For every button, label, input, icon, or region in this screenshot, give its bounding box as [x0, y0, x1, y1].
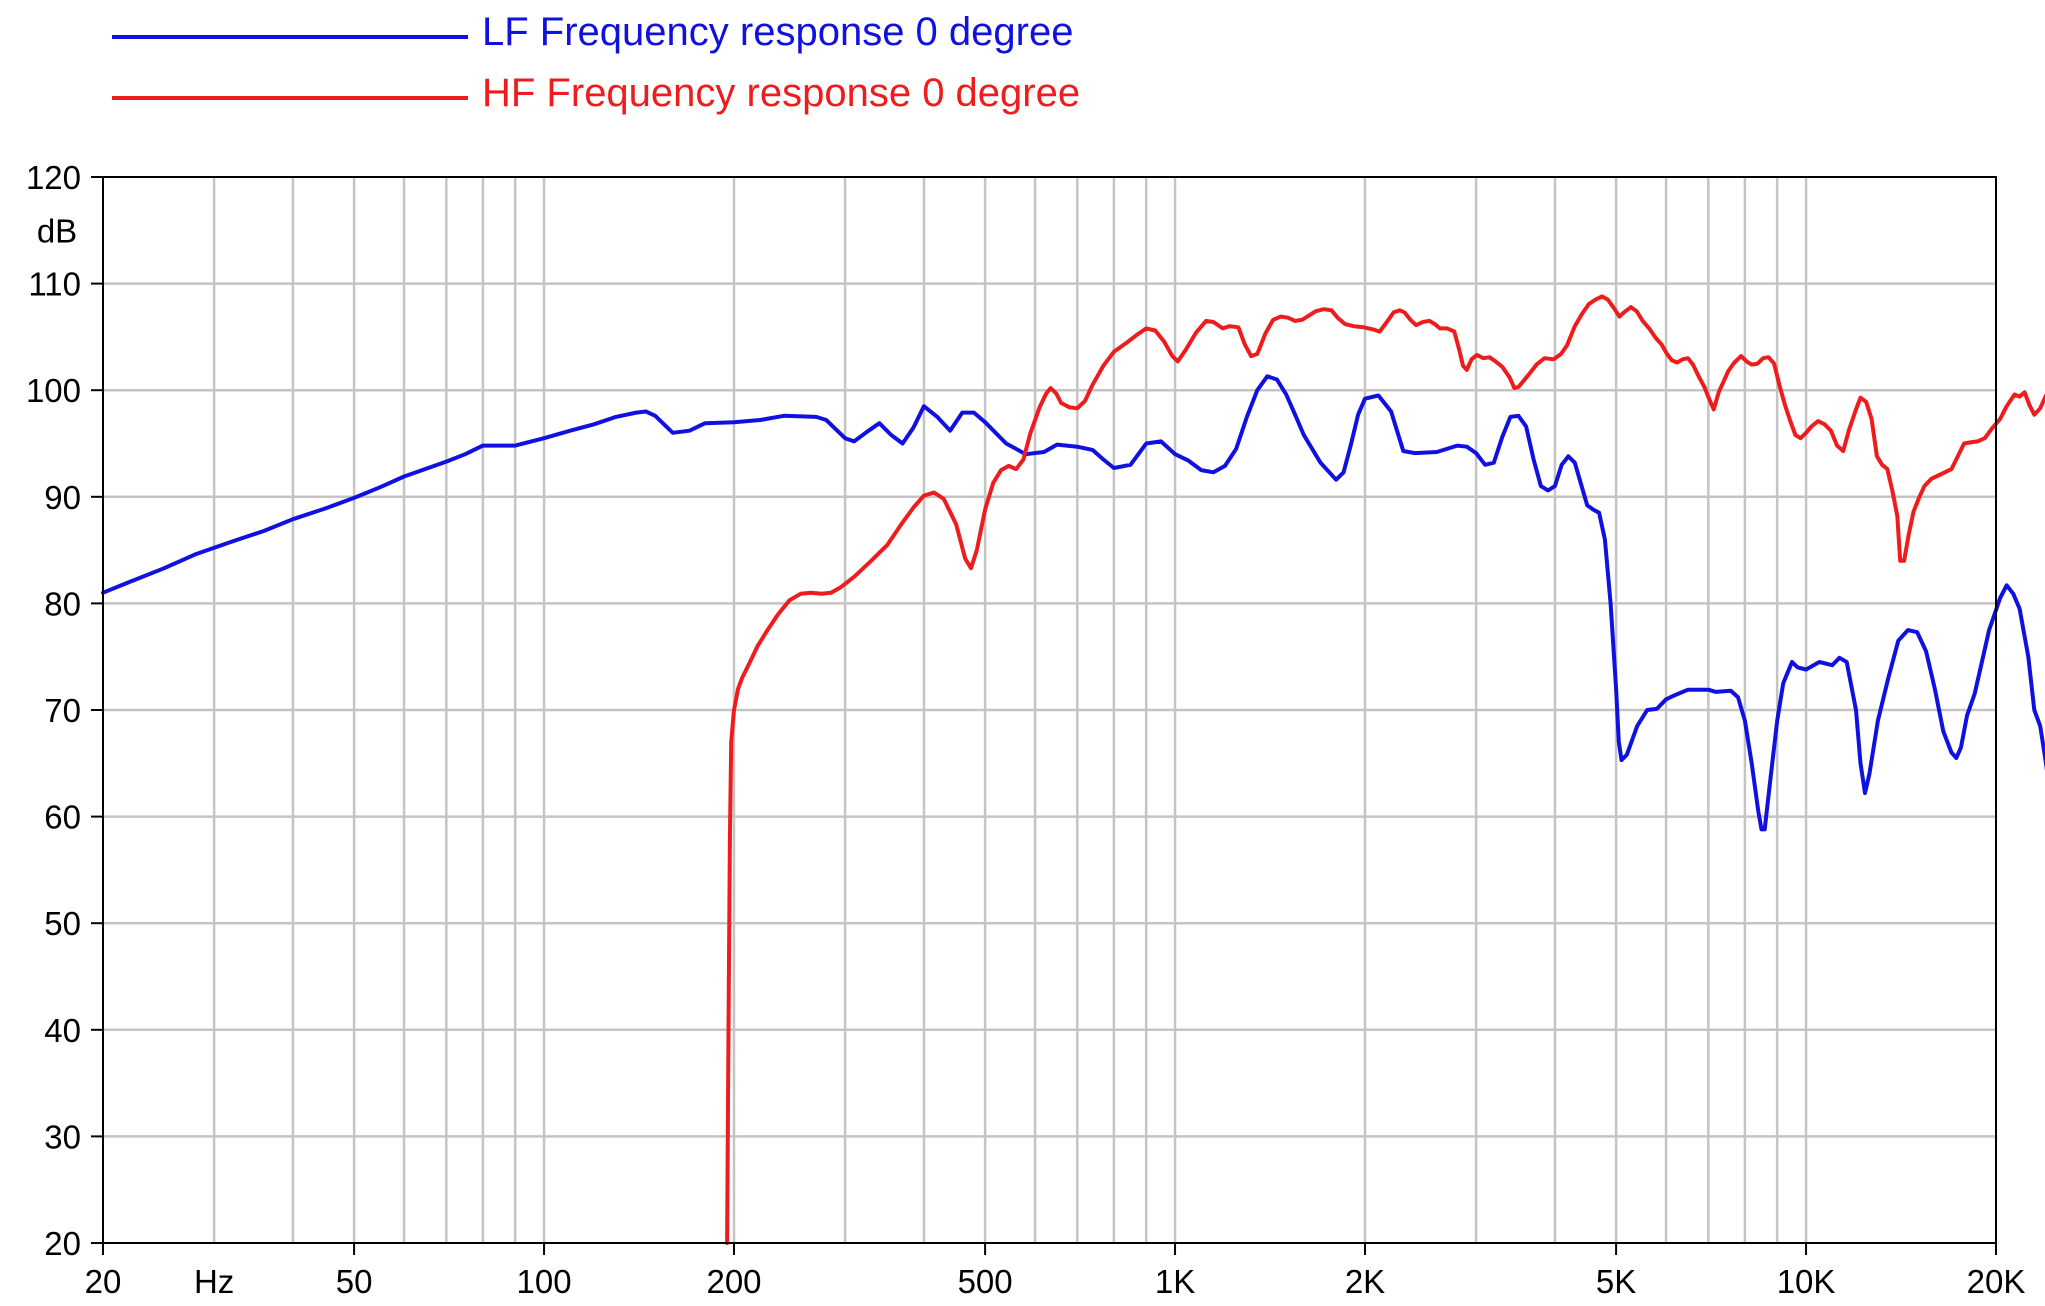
x-tick-label: 50 [336, 1263, 373, 1300]
y-tick-label: 70 [44, 692, 81, 729]
y-tick-label: 50 [44, 905, 81, 942]
y-axis-label: dB [37, 212, 77, 249]
x-axis: 20 50 100 200 500 1K 2K 5K 10K 20K Hz [85, 1243, 2026, 1300]
y-tick-label: 60 [44, 799, 81, 836]
series-layer [101, 294, 2045, 1245]
legend-label-lf: LF Frequency response 0 degree [482, 10, 1073, 54]
x-tick-label: 1K [1155, 1263, 1195, 1300]
x-tick-label: 2K [1345, 1263, 1385, 1300]
legend-label-hf: HF Frequency response 0 degree [482, 71, 1080, 115]
y-tick-label: 100 [26, 372, 81, 409]
y-tick-label: 110 [28, 266, 81, 303]
x-tick-label: 200 [706, 1263, 761, 1300]
y-tick-label: 30 [44, 1118, 81, 1155]
series-line-hf [725, 294, 2045, 1245]
series-line-lf [101, 374, 2045, 832]
x-tick-label: 20K [1967, 1263, 2026, 1300]
x-tick-label: 10K [1777, 1263, 1836, 1300]
y-tick-label: 90 [44, 479, 81, 516]
y-tick-label: 20 [44, 1225, 81, 1262]
x-tick-label: 5K [1596, 1263, 1636, 1300]
y-tick-label: 120 [26, 159, 81, 196]
x-tick-label: 100 [517, 1263, 572, 1300]
y-axis: 120 110 100 90 80 70 60 50 40 30 20 [26, 159, 103, 1262]
x-tick-label: 500 [958, 1263, 1013, 1300]
y-tick-label: 40 [44, 1012, 81, 1049]
x-axis-unit-label: Hz [194, 1263, 234, 1300]
y-tick-label: 80 [44, 585, 81, 622]
gridlines [103, 177, 1996, 1243]
x-tick-label: 20 [85, 1263, 122, 1300]
legend: LF Frequency response 0 degree HF Freque… [112, 10, 1080, 115]
